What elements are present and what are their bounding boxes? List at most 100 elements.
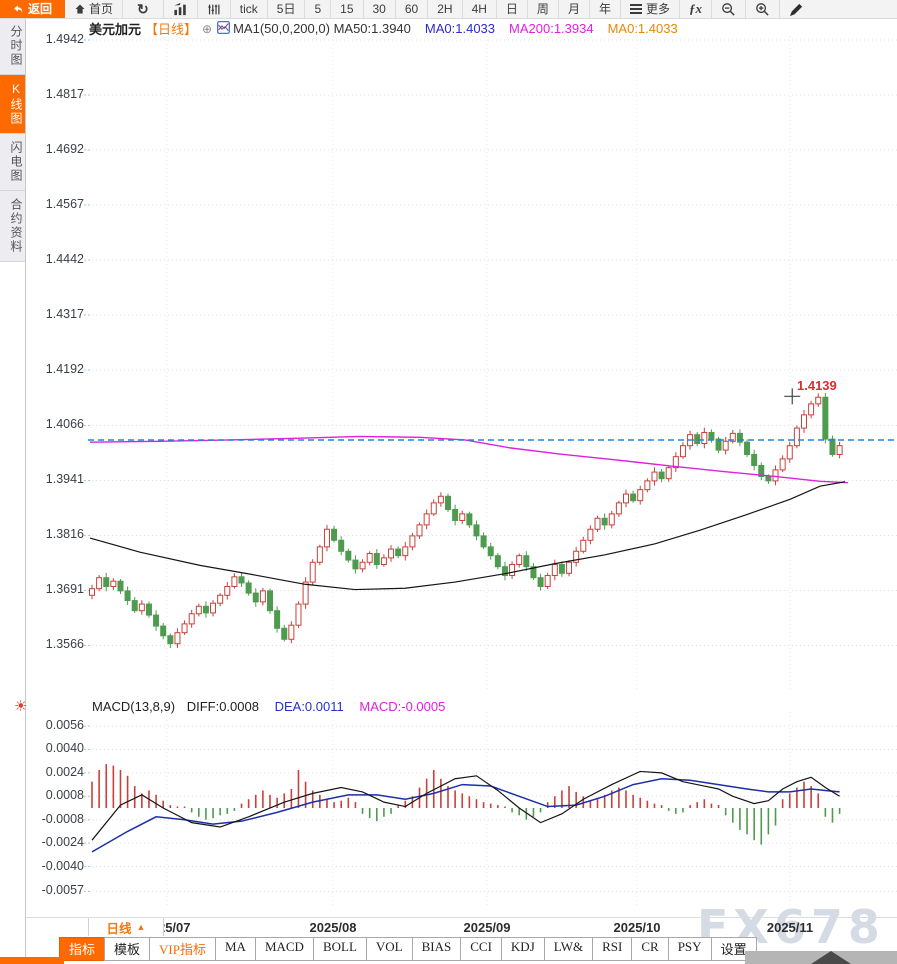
timeframe-button-年[interactable]: 年 [590,0,621,18]
home-button[interactable]: 首页 [65,0,124,18]
x-axis-label: 2025/10 [613,920,661,935]
refresh-button[interactable]: ↻ [123,0,164,18]
indicator-tab-CR[interactable]: CR [631,937,669,961]
macd-axis-label: 0.0056 [45,718,84,733]
zoom-in-icon [756,2,769,16]
x-axis-label: 2025/08 [309,920,357,935]
ma-settings-text: MA1(50,0,200,0) MA50:1.3940 [233,21,411,36]
indicator-tab-RSI[interactable]: RSI [592,937,633,961]
macd-axis-label: -0.0040 [41,858,84,873]
indicator-tab-BIAS[interactable]: BIAS [411,937,462,961]
price-axis-label: 1.4817 [45,87,84,101]
macd-dea-value: DEA:0.0011 [274,699,344,714]
price-axis-label: 1.4192 [45,362,84,376]
timeframe-button-4H[interactable]: 4H [463,0,497,18]
chevron-up-icon: ▲ [136,922,146,932]
sidebar-item-分时图[interactable]: 分时图 [0,18,25,75]
bottom-scroll-handle-bar[interactable] [745,951,897,964]
bar-chart-icon [174,2,186,16]
sidebar-item-K线图[interactable]: K线图 [0,75,25,134]
timeframe-button-月[interactable]: 月 [559,0,590,18]
back-label: 返回 [28,2,53,16]
indicator-tab-设置[interactable]: 设置 [710,937,757,961]
macd-axis-label: 0.0040 [45,741,84,756]
expand-panel-arrow-icon[interactable] [811,951,851,964]
macd-axis-label: -0.0008 [41,811,84,826]
indicator-tab-BOLL[interactable]: BOLL [312,937,367,961]
zoom-in-button[interactable] [746,0,780,18]
candle-sliders-icon [208,4,220,14]
kline-style-button[interactable] [198,0,231,18]
home-label: 首页 [89,2,114,16]
add-indicator-icon[interactable]: ⊕ [202,21,213,36]
price-axis-label: 1.4317 [45,307,84,321]
price-axis-label: 1.4567 [45,197,84,211]
price-axis-label: 1.3816 [45,527,84,542]
price-axis-label: 1.3941 [45,472,84,487]
indicator-tab-VOL[interactable]: VOL [365,937,413,961]
timeframe-button-15[interactable]: 15 [331,0,364,18]
timeframe-button-2H[interactable]: 2H [428,0,463,18]
left-sidebar: 分时图 K线图 闪电图 合约资料 [0,18,26,964]
bottom-accent-strip [0,957,64,964]
indicator-tab-CCI[interactable]: CCI [460,937,502,961]
menu-icon [629,2,642,16]
ma200-value: MA200:1.3934 [509,21,594,36]
tick-button[interactable]: tick [231,0,268,18]
back-button[interactable]: 返回 [0,0,66,18]
zoom-out-button[interactable] [712,0,746,18]
indicator-tab-指标[interactable]: 指标 [59,937,106,961]
macd-axis-label: -0.0057 [41,883,84,898]
x-axis-label: 2025/11 [766,920,814,935]
indicator-tab-MA[interactable]: MA [214,937,256,961]
ma0-orange-value: MA0:1.4033 [607,21,678,36]
indicator-tab-PSY[interactable]: PSY [667,937,712,961]
price-axis-label: 1.4692 [45,142,84,156]
five-day-button[interactable]: 5日 [268,0,306,18]
pencil-icon [789,3,803,16]
period-label: 【日线】 [145,22,198,37]
top-toolbar: 返回 首页 ↻ tick 5日 5 15 30 60 2H 4H 日周月年 更多 ƒx [0,0,897,19]
timeframe-group: 5 15 30 60 2H 4H 日周月年 [305,0,621,18]
tick-label: tick [239,2,258,16]
more-label: 更多 [645,2,670,16]
x-axis-label: 2025/09 [463,920,511,935]
indicator-tab-MACD[interactable]: MACD [254,937,314,961]
refresh-icon: ↻ [137,1,149,17]
home-icon [75,4,85,14]
indicator-tab-VIP指标[interactable]: VIP指标 [149,937,216,961]
macd-title: MACD(13,8,9) [92,699,176,714]
bar-chart-button[interactable] [164,0,198,18]
price-axis-label: 1.3566 [45,637,84,652]
timeframe-button-30[interactable]: 30 [364,0,396,18]
sidebar-item-合约资料[interactable]: 合约资料 [0,191,25,262]
zoom-out-icon [722,2,735,16]
indicator-tab-KDJ[interactable]: KDJ [500,937,545,961]
draw-button[interactable] [780,0,813,18]
ma0-blue-value: MA0:1.4033 [424,21,496,36]
macd-header: MACD(13,8,9) DIFF:0.0008 DEA:0.0011 MACD… [92,699,445,714]
indicator-tab-模板[interactable]: 模板 [104,937,151,961]
price-axis-label: 1.3691 [45,582,84,597]
back-arrow-icon [14,4,23,13]
formula-button[interactable]: ƒx [680,0,712,18]
timeframe-button-5[interactable]: 5 [305,0,332,18]
theme-sun-icon[interactable]: ☀ [14,698,28,715]
price-axis-label: 1.4066 [45,417,84,432]
timeframe-button-60[interactable]: 60 [396,0,429,18]
timeframe-button-日[interactable]: 日 [497,0,528,18]
kline-legend-icon[interactable] [217,20,231,37]
sidebar-item-闪电图[interactable]: 闪电图 [0,134,25,191]
last-high-price-label: 1.4139 [797,378,837,393]
macd-axis-label: -0.0024 [41,835,84,850]
axis-separator-line [0,917,897,918]
macd-macd-value: MACD:-0.0005 [359,699,446,714]
chart-header: 美元加元 【日线】 ⊕ MA1(50,0,200,0) MA50:1.3940 … [89,19,678,38]
indicator-tab-LW&[interactable]: LW& [543,937,594,961]
five-day-label: 5日 [276,2,296,16]
timeframe-button-周[interactable]: 周 [528,0,559,18]
macd-axis-label: 0.0008 [45,788,84,803]
more-button[interactable]: 更多 [621,0,680,18]
period-selector[interactable]: 日线 ▲ [88,918,164,936]
